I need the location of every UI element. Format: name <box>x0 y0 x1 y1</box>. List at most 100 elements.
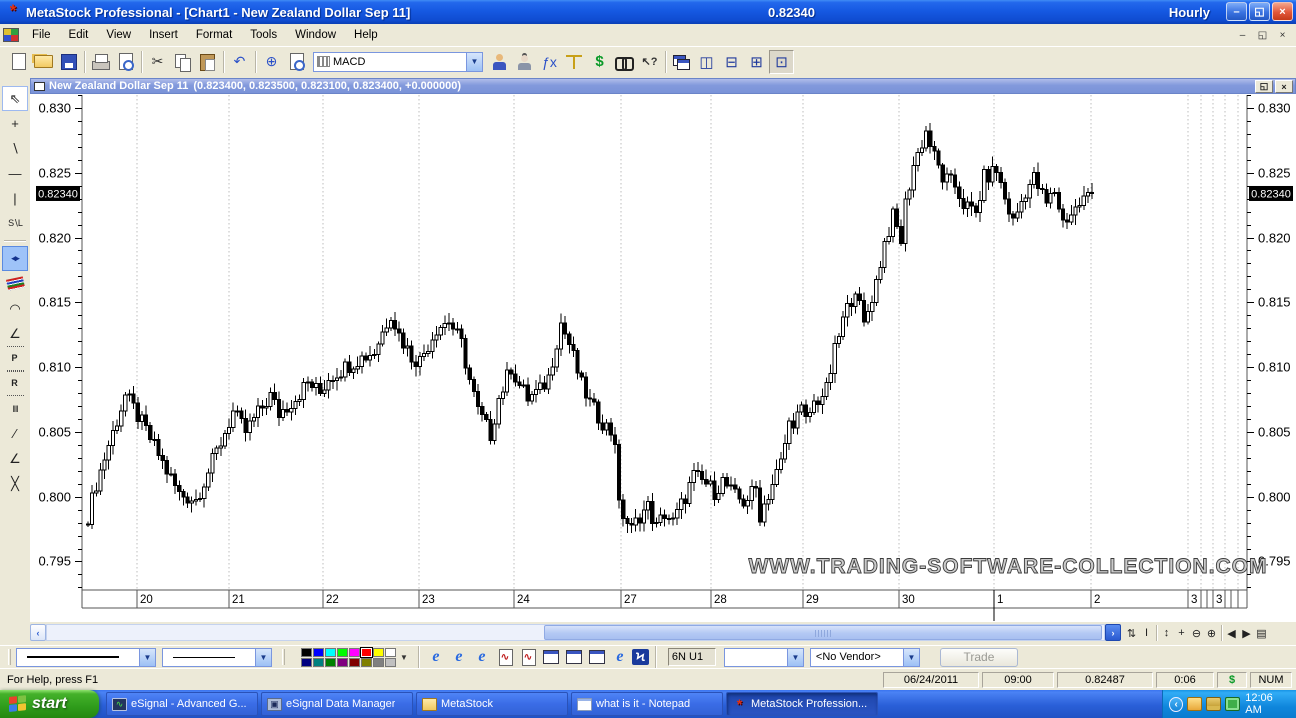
indicator-quicklist-combo[interactable]: MACD ▼ <box>313 51 483 72</box>
chart-system-menu-icon[interactable] <box>3 28 19 42</box>
task-metastock-folder[interactable]: MetaStock <box>416 692 568 716</box>
crosshair-tool[interactable]: + <box>11 116 19 131</box>
scrollbar-thumb[interactable] <box>544 625 1102 640</box>
line-style-combo[interactable]: ▼ <box>16 647 156 667</box>
copy-button[interactable] <box>170 50 195 74</box>
fit-vertical-button[interactable]: ↕ <box>1163 627 1170 639</box>
chart-plot-area[interactable]: 0.795 0.795 0.800 0.800 0.805 0.805 0.810 0.810… <box>30 94 1296 622</box>
palette-color-800080[interactable] <box>337 657 348 667</box>
mdi-restore-button[interactable]: ◱ <box>1257 29 1268 41</box>
undo-button[interactable]: ↶ <box>233 53 246 69</box>
window-layout-2-button[interactable] <box>563 647 585 667</box>
chart-report-2-button[interactable]: ∿ <box>517 647 539 667</box>
palette-color-808000[interactable] <box>361 657 372 667</box>
chart-close-button[interactable]: × <box>1275 80 1293 93</box>
task-metastock-professional[interactable]: * MetaStock Profession... <box>726 692 878 716</box>
chevron-down-icon[interactable]: ▼ <box>902 648 919 666</box>
menu-format[interactable]: Format <box>195 29 233 41</box>
gann-fan-tool[interactable]: ∠ <box>9 450 21 466</box>
tray-network-icon[interactable] <box>1225 697 1241 711</box>
scrollbar-track[interactable] <box>46 624 1105 641</box>
palette-color-00ffff[interactable] <box>325 647 336 657</box>
print-preview-button[interactable] <box>113 50 138 74</box>
scrollbar-left-arrow[interactable]: ‹ <box>30 624 46 641</box>
menu-view[interactable]: View <box>106 29 132 41</box>
cascade-windows-button[interactable] <box>669 50 694 74</box>
paste-button[interactable] <box>195 50 220 74</box>
tray-update-icon[interactable] <box>1187 697 1203 711</box>
zoom-in-button[interactable]: ⊕ <box>1206 627 1217 640</box>
account-combo[interactable]: ▼ <box>723 647 804 667</box>
window-layout-3-button[interactable] <box>586 647 608 667</box>
mdi-close-button[interactable]: × <box>1279 29 1286 41</box>
gann-line-tool[interactable]: ∕ <box>13 426 17 441</box>
gann-grid-tool[interactable]: ╳ <box>11 475 19 491</box>
scroll-left-button[interactable]: ◀ <box>1227 627 1236 640</box>
task-esignal-advanced-get[interactable]: ∿ eSignal - Advanced G... <box>106 692 258 716</box>
palette-color-c0c0c0[interactable] <box>385 657 396 667</box>
chevron-down-icon[interactable]: ▼ <box>255 648 271 666</box>
chart-report-1-button[interactable]: ∿ <box>494 647 516 667</box>
palette-color-008000[interactable] <box>325 657 336 667</box>
line-weight-combo[interactable]: ▼ <box>162 647 272 667</box>
save-button[interactable] <box>56 50 81 74</box>
crosshair-pointer-button[interactable]: ⊕ <box>265 53 278 69</box>
chart-restore-button[interactable]: ◱ <box>1255 80 1273 93</box>
new-chart-button[interactable] <box>6 50 31 74</box>
fibonacci-timezones-tool[interactable]: ‖‖ <box>12 403 18 414</box>
attach-indicator-button[interactable] <box>487 50 512 74</box>
palette-color-800000[interactable] <box>349 657 360 667</box>
move-chart-button[interactable]: + <box>1178 627 1185 639</box>
fibonacci-fan-tool[interactable]: ∠ <box>9 325 21 341</box>
browser-window-1-button[interactable]: e <box>432 648 440 665</box>
browser-window-3-button[interactable]: e <box>478 648 486 665</box>
menu-tools[interactable]: Tools <box>250 29 278 41</box>
palette-color-ff00ff[interactable] <box>349 647 360 657</box>
scrollbar-right-arrow[interactable]: › <box>1105 624 1121 641</box>
fibonacci-arcs-tool[interactable]: ◠ <box>9 300 21 316</box>
palette-color-00ff00[interactable] <box>337 647 348 657</box>
chevron-down-icon[interactable]: ▼ <box>139 648 155 666</box>
minimize-button[interactable]: – <box>1226 2 1247 21</box>
browser-window-2-button[interactable]: e <box>455 648 463 665</box>
tray-chevron-icon[interactable]: ‹ <box>1169 696 1184 712</box>
vendor-combo[interactable]: <No Vendor> ▼ <box>809 647 920 667</box>
vertical-line-tool[interactable]: | <box>13 191 17 206</box>
pointer-tool[interactable]: ⇖ <box>2 86 28 111</box>
title-bar[interactable]: * MetaStock Professional - [Chart1 - New… <box>0 0 1296 24</box>
trendline-tool[interactable]: ∖ <box>10 140 20 156</box>
chart-list-button[interactable]: ▤ <box>1256 627 1267 640</box>
trendline-sl-tool[interactable]: S∖L <box>8 218 23 228</box>
fibonacci-projection-tool[interactable]: P <box>6 346 24 371</box>
print-button[interactable] <box>88 50 113 74</box>
tile-vertical-button[interactable]: ◫ <box>699 53 714 71</box>
layout-button[interactable]: ⊡ <box>769 49 794 74</box>
menu-file[interactable]: File <box>32 29 51 41</box>
menu-help[interactable]: Help <box>354 29 378 41</box>
palette-color-0000ff[interactable] <box>313 647 324 657</box>
chevron-down-icon[interactable]: ▼ <box>466 52 482 71</box>
chevron-down-icon[interactable]: ▼ <box>786 648 803 666</box>
restore-button[interactable]: ◱ <box>1249 2 1270 21</box>
scroll-right-button[interactable]: ▶ <box>1242 627 1251 640</box>
start-button[interactable]: start <box>0 690 99 718</box>
menu-window[interactable]: Window <box>295 29 337 41</box>
task-notepad[interactable]: what is it - Notepad <box>571 692 723 716</box>
system-tester-button[interactable] <box>562 50 587 74</box>
tray-keyboard-icon[interactable] <box>1206 697 1222 711</box>
chart-title-bar[interactable]: New Zealand Dollar Sep 11 (0.823400, 0.8… <box>30 78 1296 94</box>
palette-color-000000[interactable] <box>301 647 312 657</box>
open-button[interactable] <box>31 50 56 74</box>
refresh-data-button[interactable]: ⇅ <box>1126 627 1137 640</box>
palette-color-808080[interactable] <box>373 657 384 667</box>
zoom-chart-button[interactable] <box>284 50 309 74</box>
fibonacci-retracement-tool[interactable]: R <box>6 371 24 396</box>
browser-window-4-button[interactable]: e <box>616 648 624 665</box>
palette-color-ffffff[interactable] <box>385 647 396 657</box>
palette-color-000080[interactable] <box>301 657 312 667</box>
task-esignal-data-manager[interactable]: ▣ eSignal Data Manager <box>261 692 413 716</box>
symbol-box[interactable]: 6N U1 <box>667 648 716 666</box>
context-help-button[interactable]: ↖? <box>641 56 658 68</box>
palette-color-ffff00[interactable] <box>373 647 384 657</box>
tile-horizontal-button[interactable]: ⊟ <box>725 53 738 71</box>
